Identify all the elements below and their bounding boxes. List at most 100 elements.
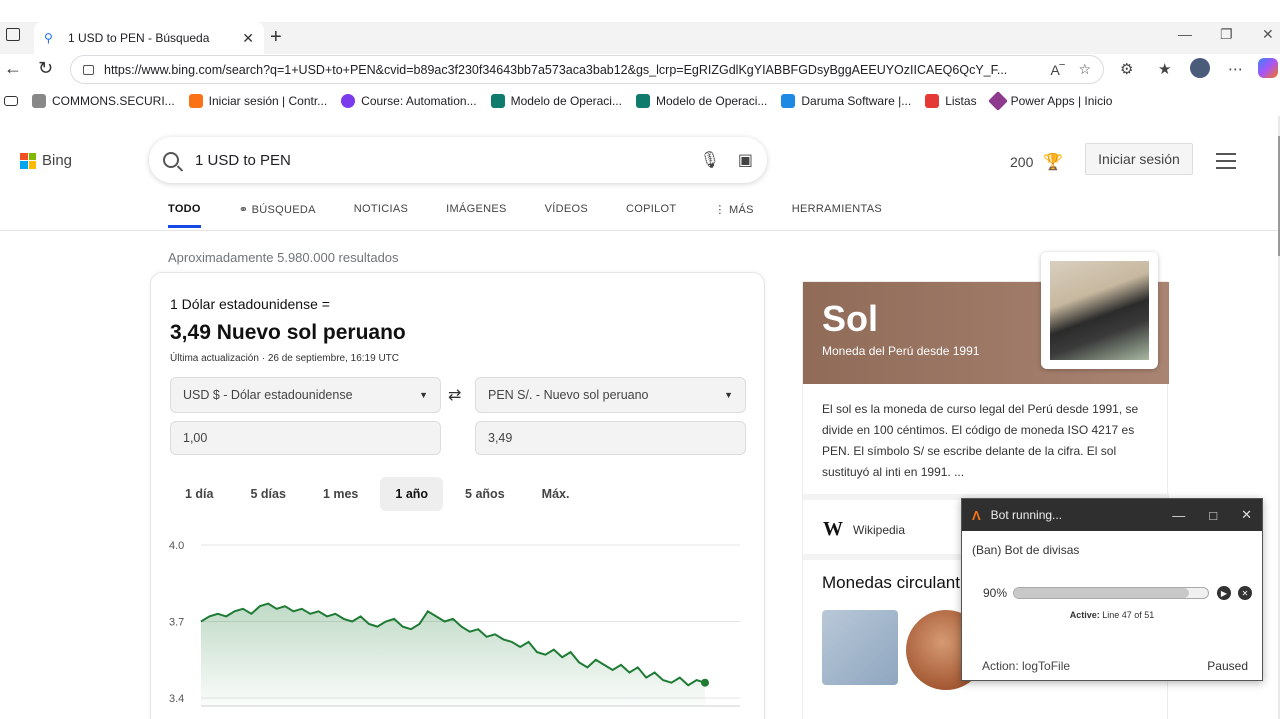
- copilot-search-icon: ⚭: [238, 204, 252, 216]
- favorites-icon[interactable]: ★: [1158, 61, 1172, 78]
- tab-title: 1 USD to PEN - Búsqueda: [68, 31, 210, 45]
- favorite-star-icon[interactable]: ☆: [1078, 61, 1091, 77]
- url-field[interactable]: https://www.bing.com/search?q=1+USD+to+P…: [70, 55, 1104, 84]
- menu-icon[interactable]: [1216, 153, 1236, 174]
- time-range-selector: 1 día 5 días 1 mes 1 año 5 años Máx.: [170, 477, 591, 511]
- bot-status: Paused: [1207, 659, 1248, 673]
- microsoft-logo-icon: [20, 152, 36, 169]
- bookmark-favicon-icon: [925, 94, 940, 108]
- bookmark-item[interactable]: Power Apps | Inicio: [987, 91, 1112, 111]
- tab-copilot[interactable]: COPILOT: [626, 203, 677, 215]
- bookmark-item[interactable]: COMMONS.SECURI...: [32, 94, 175, 108]
- bot-window-title: Bot running...: [990, 508, 1063, 522]
- tab-videos[interactable]: VÍDEOS: [544, 203, 588, 215]
- knowledge-image[interactable]: [1041, 252, 1158, 369]
- back-icon[interactable]: ←: [4, 58, 22, 78]
- bookmark-item[interactable]: Iniciar sesión | Contr...: [188, 94, 327, 108]
- bookmark-apps-icon[interactable]: [4, 96, 18, 106]
- to-amount-input[interactable]: 3,49: [475, 421, 746, 455]
- bookmark-favicon-icon: [781, 94, 796, 108]
- resume-icon[interactable]: ▶: [1217, 586, 1231, 600]
- to-currency-select[interactable]: PEN S/. - Nuevo sol peruano ▼: [475, 377, 746, 413]
- bookmark-item[interactable]: Modelo de Operaci...: [490, 94, 622, 108]
- dropdown-caret-icon: ▼: [419, 390, 428, 400]
- restore-icon[interactable]: ❐: [1220, 26, 1233, 42]
- bookmark-item[interactable]: Daruma Software |...: [781, 94, 911, 108]
- browser-tab[interactable]: ⚲ 1 USD to PEN - Búsqueda ✕: [34, 22, 264, 54]
- bot-window-header[interactable]: Λ Bot running... — □ ✕: [962, 499, 1262, 531]
- bing-logo[interactable]: Bing: [20, 152, 72, 169]
- bookmark-item[interactable]: Modelo de Operaci...: [635, 94, 767, 108]
- currency-converter-card: 1 Dólar estadounidense = 3,49 Nuevo sol …: [150, 272, 765, 719]
- scrollbar-thumb[interactable]: [1278, 136, 1280, 256]
- tab-mas[interactable]: ⋮ MÁS: [714, 204, 754, 216]
- chart-current-point[interactable]: [701, 678, 709, 687]
- search-box[interactable]: 1 USD to PEN 🎙 ▣: [149, 137, 767, 183]
- bot-progress-fill: [1014, 588, 1189, 598]
- bookmark-favicon-icon: [490, 94, 505, 108]
- tab-noticias[interactable]: NOTICIAS: [353, 203, 409, 215]
- banknote-image[interactable]: [822, 610, 898, 685]
- range-5-years[interactable]: 5 años: [465, 487, 505, 501]
- bookmark-favicon-icon: [987, 91, 1008, 111]
- search-icon[interactable]: [163, 152, 179, 168]
- tab-busqueda[interactable]: ⚭ BÚSQUEDA: [238, 204, 316, 216]
- bot-close-icon[interactable]: ✕: [1241, 507, 1252, 522]
- wikipedia-link[interactable]: W Wikipedia: [823, 518, 906, 540]
- close-tab-icon[interactable]: ✕: [242, 29, 254, 46]
- section-divider: [803, 494, 1169, 500]
- knowledge-panel: Sol Moneda del Perú desde 1991 El sol es…: [802, 252, 1169, 719]
- range-max[interactable]: Máx.: [541, 487, 570, 501]
- bot-progress-label: 90%: [983, 586, 1008, 600]
- tab-herramientas[interactable]: HERRAMIENTAS: [791, 203, 882, 215]
- profile-avatar[interactable]: [1190, 58, 1210, 78]
- range-1-year[interactable]: 1 año: [380, 477, 444, 511]
- knowledge-title: Sol: [822, 298, 879, 339]
- signin-button[interactable]: Iniciar sesión: [1085, 143, 1193, 175]
- visual-search-icon[interactable]: ▣: [737, 152, 753, 169]
- converter-from-text: 1 Dólar estadounidense =: [170, 296, 330, 312]
- tab-todo[interactable]: TODO: [168, 203, 201, 228]
- range-5-days[interactable]: 5 días: [250, 487, 286, 501]
- bot-maximize-icon[interactable]: □: [1209, 507, 1218, 523]
- chart-series-line: [200, 602, 706, 687]
- dropdown-caret-icon: ▼: [724, 390, 733, 400]
- close-window-icon[interactable]: ✕: [1262, 26, 1274, 42]
- wikipedia-icon: W: [823, 518, 843, 540]
- search-input[interactable]: 1 USD to PEN: [195, 151, 291, 169]
- knowledge-description: El sol es la moneda de curso legal del P…: [822, 402, 1139, 479]
- lock-icon: [83, 64, 94, 75]
- rewards[interactable]: 200 🏆: [1010, 154, 1064, 171]
- tab-manager-icon[interactable]: [6, 28, 20, 41]
- new-tab-button[interactable]: +: [270, 26, 282, 48]
- bookmark-item[interactable]: Course: Automation...: [341, 94, 477, 108]
- bot-minimize-icon[interactable]: —: [1172, 507, 1186, 523]
- range-1-month[interactable]: 1 mes: [322, 487, 359, 501]
- bookmark-item[interactable]: Listas: [925, 94, 977, 108]
- chart-y-tick-label: 3.7: [169, 617, 184, 629]
- microphone-icon[interactable]: 🎙: [699, 152, 720, 169]
- more-icon[interactable]: ⋯: [1228, 61, 1243, 78]
- header-divider: [0, 230, 1278, 231]
- refresh-icon[interactable]: ↻: [38, 58, 54, 78]
- bot-running-window: Λ Bot running... — □ ✕ (Ban) Bot de divi…: [961, 498, 1263, 681]
- chart-y-tick-label: 4.0: [169, 540, 184, 552]
- tab-imagenes[interactable]: IMÁGENES: [446, 203, 507, 215]
- range-1-day[interactable]: 1 día: [185, 487, 214, 501]
- copilot-icon[interactable]: [1258, 58, 1278, 78]
- knowledge-subtitle: Moneda del Perú desde 1991: [822, 344, 980, 358]
- read-aloud-icon[interactable]: A‾: [1050, 61, 1065, 78]
- bot-name: (Ban) Bot de divisas: [972, 543, 1080, 557]
- from-amount-input[interactable]: 1,00: [170, 421, 441, 455]
- swap-currencies-icon[interactable]: ⇄: [448, 387, 462, 404]
- automation-logo-icon: Λ: [972, 507, 981, 523]
- exchange-rate-chart: 4.0 3.7 3.4: [169, 540, 740, 707]
- from-currency-select[interactable]: USD $ - Dólar estadounidense ▼: [170, 377, 441, 413]
- extensions-icon[interactable]: ⚙: [1120, 61, 1134, 78]
- wallet-photo: [1050, 261, 1149, 360]
- stop-icon[interactable]: ✕: [1238, 586, 1252, 600]
- address-bar: ← ↻ https://www.bing.com/search?q=1+USD+…: [0, 54, 1280, 86]
- rewards-trophy-icon: 🏆: [1043, 154, 1064, 171]
- page-scrollbar[interactable]: [1278, 116, 1280, 719]
- minimize-icon[interactable]: —: [1178, 26, 1192, 42]
